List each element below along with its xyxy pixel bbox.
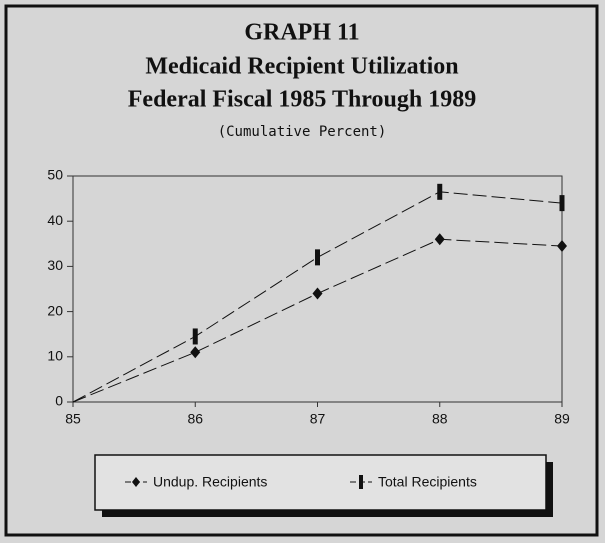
chart-title: GRAPH 11 (244, 20, 359, 46)
point (315, 249, 320, 266)
legend-label: Total Recipients (378, 474, 477, 490)
x-tick-label: 86 (187, 411, 203, 427)
point (434, 233, 445, 246)
point (192, 328, 198, 345)
y-tick-label: 40 (47, 212, 63, 228)
x-tick-label: 87 (310, 411, 326, 427)
x-tick-label: 88 (432, 411, 448, 427)
y-tick-label: 10 (47, 348, 63, 364)
x-tick-label: 89 (554, 411, 570, 427)
legend-label: Undup. Recipients (153, 474, 267, 490)
legend-marker (359, 475, 363, 489)
series-line (72, 191, 563, 403)
y-tick-label: 20 (47, 302, 63, 318)
x-tick-label: 85 (65, 411, 81, 427)
chart-subtitle: (Cumulative Percent) (218, 124, 387, 140)
y-tick-label: 0 (55, 393, 63, 409)
point (190, 346, 201, 359)
point (312, 287, 323, 300)
point (557, 240, 567, 253)
y-tick-label: 30 (47, 257, 63, 273)
legend (94, 454, 547, 511)
legend-marker (132, 477, 140, 487)
y-tick-label: 50 (47, 167, 63, 183)
point (437, 183, 443, 200)
point (559, 195, 565, 212)
chart-title: Federal Fiscal 1985 Through 1989 (128, 87, 476, 113)
frame (4, 4, 599, 537)
chart-title: Medicaid Recipient Utilization (145, 54, 458, 80)
